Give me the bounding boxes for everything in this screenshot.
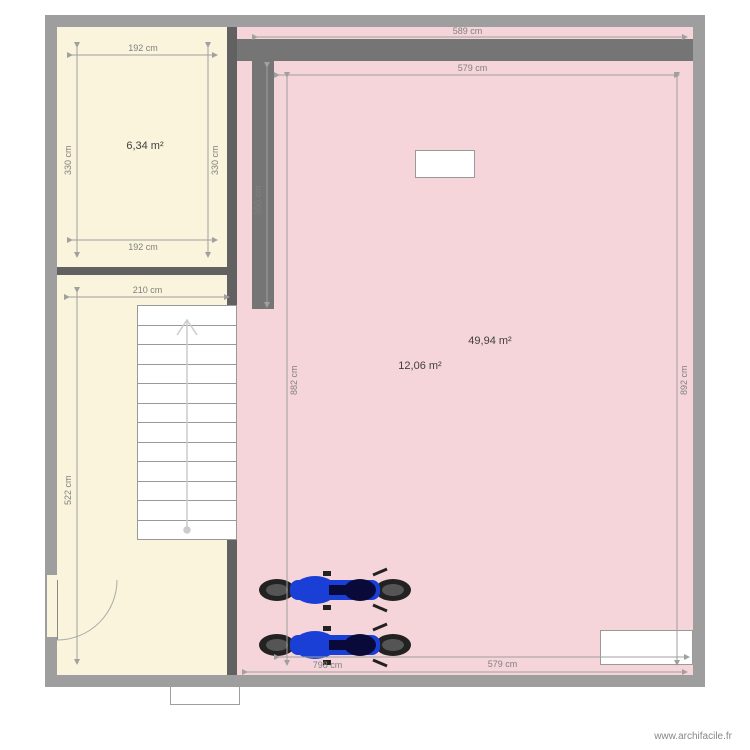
dim-label: 892 cm: [679, 345, 689, 395]
watermark-text: www.archifacile.fr: [654, 731, 732, 742]
dim-label: 589 cm: [445, 26, 490, 36]
floorplan-canvas: 192 cm 192 cm 330 cm 330 cm 210 cm 522 c…: [45, 15, 705, 715]
dim-label: 882 cm: [289, 345, 299, 395]
door-opening: [47, 575, 57, 637]
beam-top: [237, 39, 693, 61]
dim-label: 210 cm: [125, 285, 170, 295]
small-box-furniture: [415, 150, 475, 178]
bottom-box-furniture: [600, 630, 693, 665]
area-label-small: 6,34 m²: [120, 140, 170, 152]
outer-wall-bottom: [45, 675, 705, 687]
dim-label: 330 cm: [210, 125, 220, 175]
motorcycle-icon: [255, 563, 415, 618]
area-label-main: 49,94 m²: [460, 335, 520, 347]
dim-label: 350 cm: [253, 165, 263, 215]
exterior-step: [170, 687, 240, 705]
door-icon: [57, 580, 122, 645]
outer-wall-top: [45, 15, 705, 27]
dim-label: 192 cm: [123, 43, 163, 53]
dim-label: 192 cm: [123, 242, 163, 252]
dim-label: 579 cm: [480, 659, 525, 669]
stair-arrow-icon: [137, 305, 237, 540]
dim-label: 330 cm: [63, 125, 73, 175]
area-label-inner: 12,06 m²: [390, 360, 450, 372]
dim-label: 579 cm: [450, 63, 495, 73]
dim-label: 798 cm: [305, 660, 350, 670]
dim-label: 522 cm: [63, 455, 73, 505]
inner-wall-horizontal: [57, 267, 237, 275]
outer-wall-right: [693, 15, 705, 687]
